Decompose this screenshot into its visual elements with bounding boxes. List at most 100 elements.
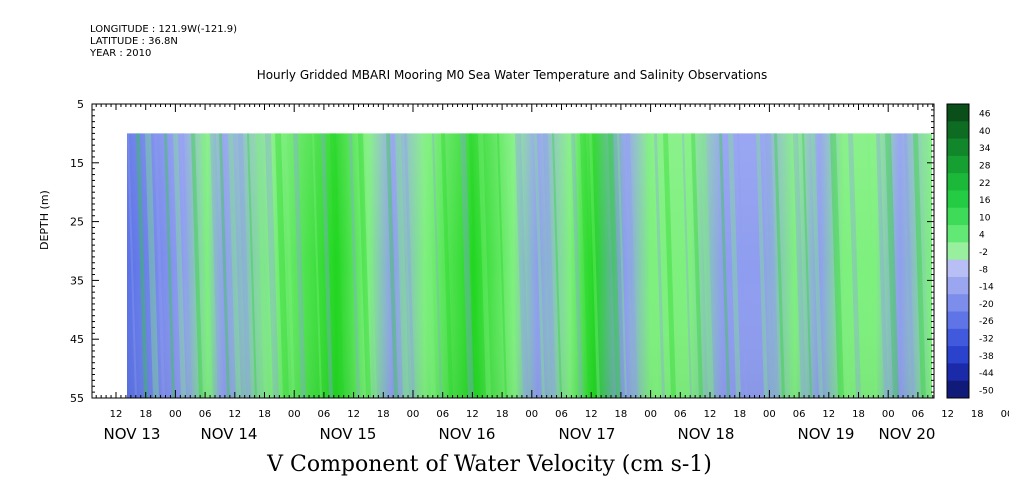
colorbar-label: -44 — [979, 369, 994, 379]
y-tick-label: 45 — [70, 333, 84, 346]
x-hour-tick-label: 12 — [110, 409, 123, 420]
colorbar-swatch — [947, 380, 969, 399]
colorbar-swatch — [947, 259, 969, 278]
velocity-streak — [552, 133, 562, 398]
velocity-streak — [885, 133, 899, 398]
velocity-streak — [154, 133, 165, 398]
x-hour-tick-label: 12 — [822, 409, 835, 420]
x-hour-tick-label: 00 — [407, 409, 420, 420]
colorbar-label: 28 — [979, 162, 991, 172]
x-hour-tick-label: 00 — [763, 409, 776, 420]
velocity-streak — [793, 133, 806, 398]
velocity-streak — [719, 133, 730, 398]
x-hour-tick-label: 12 — [941, 409, 954, 420]
colorbar-label: 22 — [979, 179, 990, 189]
x-day-label: NOV 17 — [559, 425, 616, 443]
velocity-streak — [432, 133, 442, 398]
velocity-streak — [515, 133, 529, 398]
velocity-streak — [543, 133, 556, 398]
x-day-label: NOV 19 — [798, 425, 855, 443]
velocity-streak — [265, 133, 279, 398]
colorbar-label: 4 — [979, 231, 985, 241]
velocity-streak — [876, 133, 888, 398]
x-hour-tick-label: 18 — [377, 409, 390, 420]
colorbar-label: -2 — [979, 248, 988, 258]
x-hour-tick-label: 18 — [971, 409, 984, 420]
colorbar-swatch — [947, 276, 969, 295]
y-tick-label: 55 — [70, 392, 84, 405]
velocity-streak — [691, 133, 703, 398]
velocity-streak — [830, 133, 844, 398]
colorbar-swatch — [947, 207, 969, 226]
x-hour-tick-label: 00 — [644, 409, 657, 420]
x-hour-tick-label: 00 — [525, 409, 538, 420]
velocity-streak — [460, 133, 474, 398]
velocity-streak — [608, 133, 621, 398]
colorbar-swatch — [947, 190, 969, 209]
y-tick-label: 5 — [77, 98, 84, 111]
x-hour-tick-label: 12 — [585, 409, 598, 420]
colorbar-frame — [946, 103, 970, 399]
x-hour-tick-label: 00 — [169, 409, 182, 420]
year-label: YEAR : 2010 — [90, 48, 152, 59]
x-hour-tick-label: 06 — [199, 409, 212, 420]
y-tick-label: 25 — [70, 216, 84, 229]
velocity-streak — [506, 133, 518, 398]
velocity-streak — [210, 133, 224, 398]
x-hour-tick-label: 00 — [288, 409, 301, 420]
velocity-streak — [811, 133, 823, 398]
velocity-streak — [386, 133, 398, 398]
velocity-streak — [922, 133, 932, 398]
velocity-streak — [191, 133, 203, 398]
x-axis-title: V Component of Water Velocity (cm s-1) — [267, 452, 712, 477]
velocity-streak — [293, 133, 306, 398]
velocity-streak — [349, 133, 360, 398]
chart-title: Hourly Gridded MBARI Mooring M0 Sea Wate… — [256, 68, 768, 82]
x-hour-tick-label: 00 — [1001, 409, 1009, 420]
x-hour-tick-label: 18 — [496, 409, 509, 420]
velocity-streak — [700, 133, 714, 398]
velocity-streak — [127, 133, 137, 398]
colorbar-swatch — [947, 363, 969, 382]
velocity-streak — [617, 133, 627, 398]
colorbar-swatch — [947, 225, 969, 243]
velocity-streak — [737, 133, 747, 398]
colorbar-swatch — [947, 173, 969, 191]
x-day-label: NOV 15 — [320, 425, 377, 443]
velocity-streak — [580, 133, 594, 398]
velocity-streak — [182, 133, 192, 398]
velocity-streak — [173, 133, 186, 398]
colorbar-swatch — [947, 328, 969, 347]
velocity-streak — [728, 133, 741, 398]
colorbar-label: -50 — [979, 386, 994, 396]
x-day-label: NOV 18 — [678, 425, 735, 443]
colorbar-label: 34 — [979, 144, 991, 154]
colorbar-label: -26 — [979, 317, 994, 327]
colorbar-label: -14 — [979, 283, 994, 293]
x-hour-tick-label: 06 — [674, 409, 687, 420]
colorbar-swatch — [947, 138, 969, 157]
velocity-streak — [904, 133, 915, 398]
velocity-streak — [802, 133, 812, 398]
colorbar-label: 10 — [979, 213, 991, 223]
velocity-streak — [469, 133, 480, 398]
velocity-streak — [219, 133, 230, 398]
velocity-streak — [404, 133, 415, 398]
colorbar-swatch — [947, 311, 969, 330]
velocity-streak — [441, 133, 453, 398]
x-hour-tick-label: 00 — [882, 409, 895, 420]
velocity-streak — [423, 133, 436, 398]
velocity-streak — [284, 133, 295, 398]
colorbar-swatch — [947, 121, 969, 140]
x-hour-tick-label: 12 — [466, 409, 479, 420]
x-day-label: NOV 20 — [879, 425, 936, 443]
velocity-streak — [238, 133, 251, 398]
velocity-streak — [867, 133, 877, 398]
colorbar-swatch — [947, 104, 969, 122]
velocity-streak — [367, 133, 377, 398]
x-day-label: NOV 14 — [201, 425, 258, 443]
velocity-streak — [682, 133, 692, 398]
velocity-streak — [312, 133, 322, 398]
velocity-streak — [247, 133, 257, 398]
